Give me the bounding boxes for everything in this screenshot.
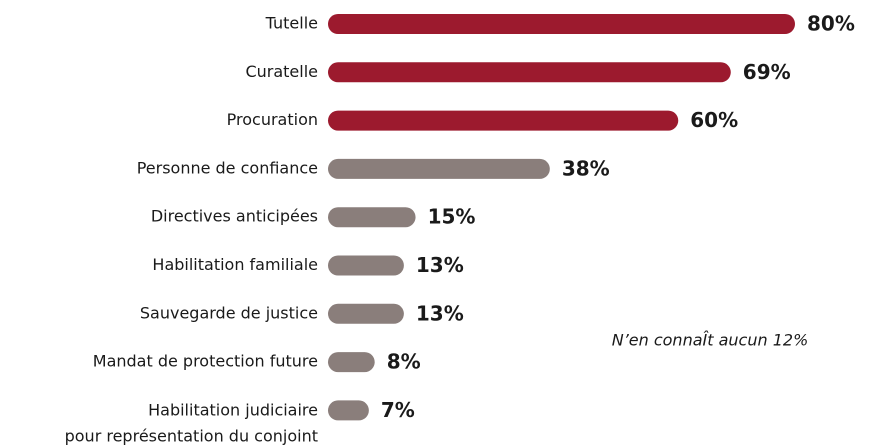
bar (328, 110, 679, 131)
bar (328, 14, 795, 34)
bar (328, 62, 731, 83)
category-label: Directives anticipées (151, 207, 318, 226)
category-label: Procuration (227, 110, 318, 129)
value-label: 13% (416, 301, 464, 325)
annotation: N’en connaÎt aucun 12% (612, 331, 809, 350)
value-label: 69% (743, 60, 791, 84)
value-label: 8% (387, 350, 421, 374)
category-label: Mandat de protection future (93, 352, 318, 371)
category-label: Curatelle (245, 62, 318, 81)
category-label: Tutelle (265, 14, 318, 33)
category-label: Sauvegarde de justice (140, 303, 318, 322)
value-label: 15% (428, 205, 476, 229)
bar (328, 303, 404, 324)
bar (328, 158, 550, 179)
value-label: 80% (807, 12, 855, 36)
value-label: 13% (416, 253, 464, 277)
bar (328, 255, 404, 276)
bar (328, 400, 369, 421)
bar (328, 207, 416, 228)
value-label: 38% (562, 156, 610, 180)
value-label: 60% (690, 108, 738, 132)
value-label: 7% (381, 398, 415, 422)
category-label: Personne de confiance (137, 158, 318, 177)
category-label: Habilitation judiciaire pour représentati… (65, 400, 318, 445)
category-label: Habilitation familiale (152, 255, 318, 274)
bar (328, 352, 375, 373)
